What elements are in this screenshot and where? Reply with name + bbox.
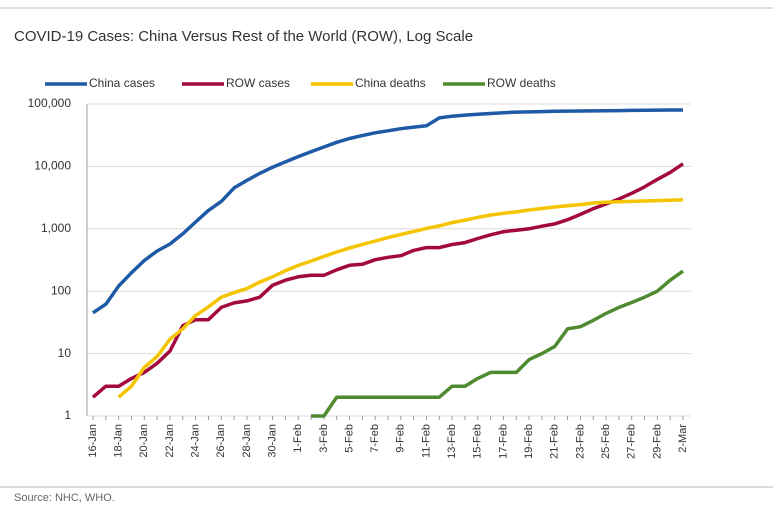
x-tick-label: 18-Jan	[113, 424, 125, 458]
x-tick-label: 28-Jan	[241, 424, 253, 458]
x-tick-label: 22-Jan	[164, 424, 176, 458]
x-tick-label: 29-Feb	[651, 424, 663, 459]
x-tick-label: 15-Feb	[472, 424, 484, 459]
source-note: Source: NHC, WHO.	[14, 492, 115, 504]
x-tick-label: 16-Jan	[87, 424, 99, 458]
x-tick-label: 20-Jan	[138, 424, 150, 458]
y-tick-label: 10,000	[34, 159, 71, 173]
x-tick-label: 7-Feb	[369, 424, 381, 453]
legend-label: China cases	[89, 76, 155, 90]
x-tick-label: 5-Feb	[343, 424, 355, 453]
x-tick-label: 13-Feb	[446, 424, 458, 459]
x-tick-label: 24-Jan	[190, 424, 202, 458]
y-tick-label: 1,000	[41, 221, 71, 235]
y-tick-label: 100,000	[28, 96, 72, 110]
x-tick-label: 3-Feb	[318, 424, 330, 453]
x-tick-label: 9-Feb	[395, 424, 407, 453]
series-line	[92, 108, 683, 315]
x-tick-label: 19-Feb	[523, 424, 535, 459]
x-tick-label: 2-Mar	[677, 424, 689, 453]
x-tick-label: 30-Jan	[266, 424, 278, 458]
y-tick-label: 100	[51, 283, 71, 297]
series-line	[311, 269, 685, 418]
x-tick-label: 21-Feb	[549, 424, 561, 459]
y-tick-label: 1	[64, 408, 71, 422]
chart-title: COVID-19 Cases: China Versus Rest of the…	[14, 28, 473, 45]
y-tick-label: 10	[58, 346, 72, 360]
x-tick-label: 23-Feb	[574, 424, 586, 459]
x-tick-label: 17-Feb	[497, 424, 509, 459]
x-tick-label: 26-Jan	[215, 424, 227, 458]
x-tick-label: 25-Feb	[600, 424, 612, 459]
legend-label: ROW deaths	[487, 76, 556, 90]
legend-label: ROW cases	[226, 76, 290, 90]
series-line	[117, 198, 684, 399]
x-tick-label: 1-Feb	[292, 424, 304, 453]
x-tick-label: 11-Feb	[420, 424, 432, 458]
x-tick-label: 27-Feb	[626, 424, 638, 459]
legend-label: China deaths	[355, 76, 426, 90]
series-line	[91, 162, 684, 399]
